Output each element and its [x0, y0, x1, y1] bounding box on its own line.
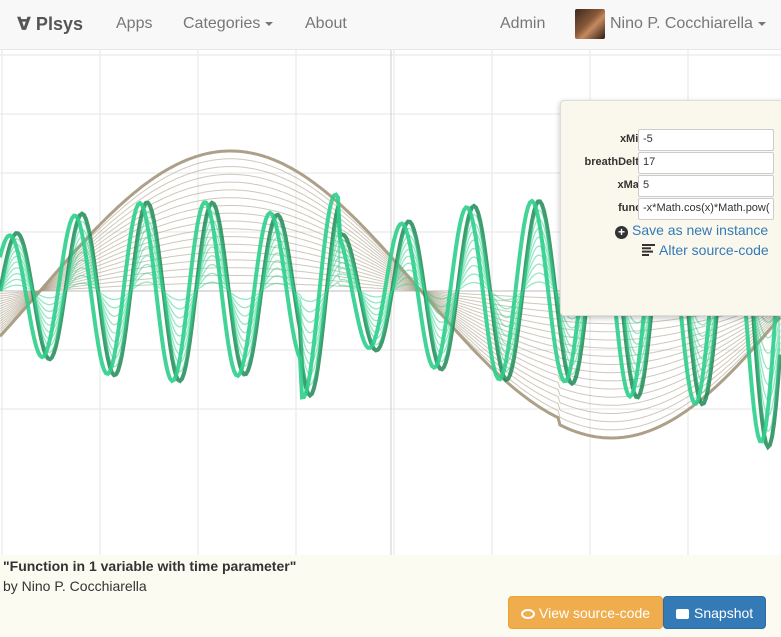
nav-about[interactable]: About [305, 15, 347, 32]
xmax-input[interactable]: 5 [638, 175, 774, 197]
app-title: "Function in 1 variable with time parame… [3, 558, 297, 574]
navbar: ∀ Plsys Apps Categories About Admin Nino… [0, 0, 781, 50]
param-row-xmax: xMax 5 [561, 175, 781, 197]
snapshot-label: Snapshot [694, 605, 754, 621]
param-label: breathDelta [584, 156, 645, 168]
alter-source-code-link[interactable]: Alter source-code [642, 242, 769, 258]
user-avatar[interactable] [575, 9, 605, 39]
user-name: Nino P. Cocchiarella [610, 15, 753, 32]
plus-circle-icon: + [615, 226, 628, 239]
xmin-input[interactable]: -5 [638, 129, 774, 151]
nav-user-menu[interactable]: Nino P. Cocchiarella [610, 15, 766, 33]
caret-down-icon [757, 21, 766, 26]
nav-apps[interactable]: Apps [116, 15, 153, 32]
param-row-breathdelta: breathDelta 17 [561, 152, 781, 174]
view-source-label: View source-code [539, 605, 651, 621]
eye-icon [521, 609, 535, 619]
breathdelta-input[interactable]: 17 [638, 152, 774, 174]
parameter-panel: xMin -5 breathDelta 17 xMax 5 funct -x*M… [560, 100, 781, 316]
app-author: by Nino P. Cocchiarella [3, 578, 147, 594]
nav-admin[interactable]: Admin [500, 15, 546, 32]
nav-categories-label: Categories [183, 15, 261, 32]
alter-label: Alter source-code [659, 242, 769, 258]
nav-categories[interactable]: Categories [183, 15, 274, 33]
caret-down-icon [265, 21, 274, 26]
view-source-button[interactable]: View source-code [508, 596, 663, 629]
snapshot-button[interactable]: Snapshot [663, 596, 766, 629]
save-as-new-instance-link[interactable]: + Save as new instance [615, 222, 768, 239]
align-left-icon [642, 244, 655, 256]
save-label: Save as new instance [632, 222, 769, 238]
brand-logo[interactable]: ∀ Plsys [17, 14, 83, 34]
param-row-funct: funct -x*Math.cos(x)*Math.pow( [561, 198, 781, 220]
param-row-xmin: xMin -5 [561, 129, 781, 151]
camera-icon [676, 609, 689, 619]
funct-input[interactable]: -x*Math.cos(x)*Math.pow( [638, 198, 774, 220]
